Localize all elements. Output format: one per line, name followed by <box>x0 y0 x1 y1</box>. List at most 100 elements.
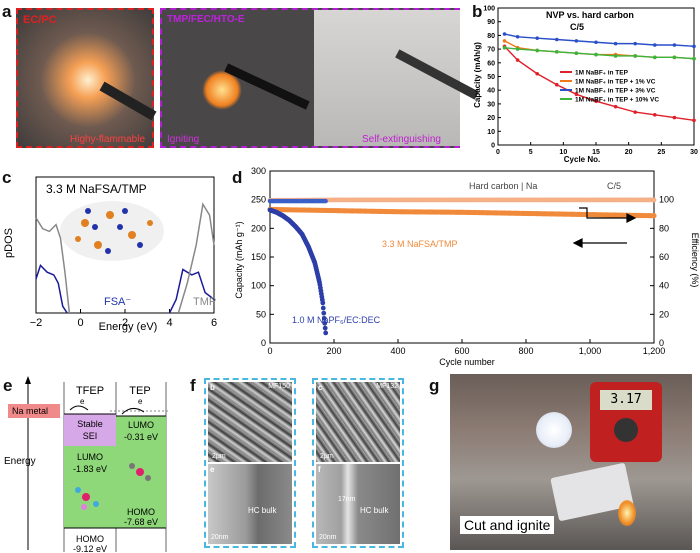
c-series-line <box>168 268 215 314</box>
d-ytick-label: 0 <box>261 338 266 348</box>
c-series-line <box>177 202 215 314</box>
d-point-pf6-efficiency <box>323 198 328 204</box>
b-ytick-label: 60 <box>487 60 495 67</box>
led-bulb <box>536 412 572 448</box>
b-point <box>692 56 696 61</box>
photo-1-title: EC/PC <box>23 14 57 26</box>
b-point <box>692 44 696 49</box>
sem-c-label: c <box>318 383 323 392</box>
sem-scale-1: 2μm <box>212 453 226 460</box>
b-point <box>633 110 637 114</box>
c-xlabel: Energy (eV) <box>99 321 158 333</box>
d-point-tmp-efficiency <box>651 197 657 203</box>
meter-display: 3.17 <box>600 390 652 410</box>
e-col2: TEP <box>129 385 150 397</box>
panel-d-chart: Capacity (mAh g⁻¹) Efficiency (%) Cycle … <box>234 166 700 367</box>
d-y2tick-label: 40 <box>659 281 669 291</box>
b-plot-frame <box>497 7 695 146</box>
d-ytick-label: 150 <box>251 252 266 262</box>
d-xtick-label: 800 <box>518 346 533 356</box>
c-xtick-label: 0 <box>77 317 83 329</box>
sem-image-e: e HC bulk 20nm <box>208 464 292 544</box>
b-point <box>613 41 618 46</box>
flame <box>618 500 636 526</box>
e-lumo1-value: -1.83 eV <box>73 464 107 474</box>
b-point <box>515 34 520 39</box>
multimeter: 3.17 <box>590 382 662 462</box>
b-point <box>574 92 579 97</box>
d-xtick-label: 400 <box>390 346 405 356</box>
d-point-tmp-capacity <box>651 213 657 219</box>
e-na-metal: Na metal <box>12 406 48 416</box>
b-ytick-label: 80 <box>487 33 495 40</box>
b-legend-label: 1M NaBF₄ in TEP + 1% VC <box>575 79 656 86</box>
e-homo2-value: -7.68 eV <box>124 517 158 527</box>
d-xtick-label: 1,000 <box>579 346 602 356</box>
panel-a-letter: a <box>2 2 12 21</box>
e-sei-1: Stable <box>77 419 103 429</box>
b-point <box>555 50 559 54</box>
b-series-line <box>504 33 695 48</box>
sem-nm-1: 20nm <box>211 534 229 541</box>
panel-g-letter: g <box>429 376 440 395</box>
photo-2-caption-extinguishing: Self-extinguishing <box>362 134 441 145</box>
c-title: 3.3 M NaFSA/TMP <box>46 182 147 196</box>
c-ylabel: pDOS <box>3 228 15 258</box>
b-point <box>594 52 598 57</box>
c-series-line <box>35 217 71 314</box>
d-point-pf6-capacity <box>320 300 326 306</box>
b-point <box>613 104 618 109</box>
d-ytick-label: 250 <box>251 195 266 205</box>
b-ytick-label: 40 <box>487 88 495 95</box>
e-energy: Energy <box>4 456 36 467</box>
d-point-pf6-capacity <box>323 330 329 336</box>
d-y2tick-label: 20 <box>659 309 669 319</box>
photo-1-caption: Highy-flammable <box>70 134 146 145</box>
panel-c-chart: 3.3 M NaFSA/TMP pDOS Energy (eV) −2 0 2 4 6 … <box>3 176 217 333</box>
d-point-pf6-capacity <box>322 325 328 331</box>
e-na-metal-box <box>8 404 60 418</box>
d-annot-hc: Hard carbon | Na <box>469 181 537 191</box>
b-point <box>633 54 637 58</box>
b-ytick-label: 50 <box>487 74 495 81</box>
b-point <box>692 118 696 123</box>
panel-a-photo-1: EC/PC Highy-flammable <box>16 8 157 148</box>
sem-thickness: 17nm <box>338 496 356 503</box>
sem-tag-1: MF150 <box>268 383 290 390</box>
sem-nm-2: 20nm <box>319 534 337 541</box>
e-sei-box <box>64 414 116 446</box>
c-xtick-label: 2 <box>122 317 128 329</box>
c-series-line <box>35 263 68 314</box>
b-ytick-label: 70 <box>487 47 495 54</box>
b-xtick-label: 25 <box>657 149 665 156</box>
b-point <box>555 82 559 87</box>
b-point <box>594 99 598 103</box>
panel-b-letter: b <box>472 2 483 21</box>
e-col1: TFEP <box>76 385 104 397</box>
panel-b-chart: NVP vs. hard carbon C/5 Capacity (mAh/g)… <box>473 6 698 165</box>
c-xtick-label: 6 <box>211 317 217 329</box>
panel-a-photo-2: TMP/FEC/HTO-E Igniting Self-extinguishin… <box>160 8 479 148</box>
d-y2label: Efficiency (%) <box>690 233 700 288</box>
c-xtick-label: −2 <box>30 317 43 329</box>
b-xtick-label: 0 <box>496 149 500 156</box>
c-label-fsa: FSA⁻ <box>104 296 131 308</box>
d-point-pf6-capacity <box>320 305 326 311</box>
sem-frame-2: c MF132 2μm f 17nm HC bulk 20nm <box>312 378 404 548</box>
d-ytick-label: 100 <box>251 281 266 291</box>
b-xtick-label: 30 <box>690 149 698 156</box>
e-lumo1-title: LUMO <box>77 452 103 462</box>
sem-scale-2: 2μm <box>320 453 334 460</box>
b-xtick-label: 5 <box>529 149 533 156</box>
b-xtick-label: 10 <box>559 149 567 156</box>
b-point <box>672 115 677 120</box>
d-annot-rate: C/5 <box>607 181 621 191</box>
b-ytick-label: 90 <box>487 19 495 26</box>
e-lumo2-value: -0.31 eV <box>124 432 158 442</box>
b-point <box>502 39 507 43</box>
b-legend-label: 1M NaBF₄ in TEP + 10% VC <box>575 97 659 104</box>
d-y2tick-label: 0 <box>659 338 664 348</box>
b-point <box>502 45 507 50</box>
b-point <box>555 37 559 42</box>
d-ylabel: Capacity (mAh g⁻¹) <box>234 221 244 298</box>
